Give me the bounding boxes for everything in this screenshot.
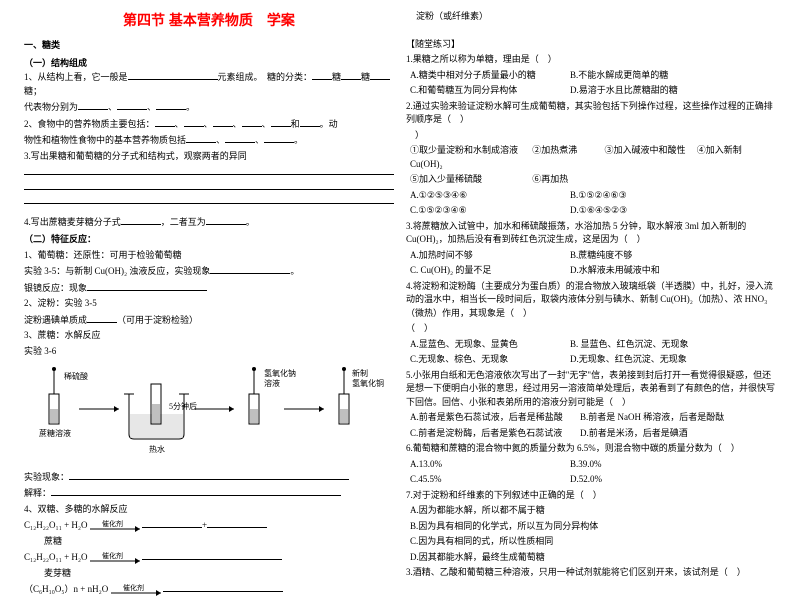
q2: 2.通过实验来验证淀粉水解可生成葡萄糖，其实验包括下列操作过程，这些操作过程的正… <box>406 100 776 127</box>
q7c: C.因为具有相同的式，所以性质相同 <box>410 535 776 549</box>
para-7b: 实验 3-6 <box>24 345 394 359</box>
q7d: D.因其都能水解，最终生成葡萄糖 <box>410 551 776 565</box>
q8: 3.酒精、乙酸和葡萄糖三种溶液，只用一种试剂就能将它们区别开来，该试剂是（ ） <box>406 566 776 580</box>
para-6b: 淀粉遇碘单质成（可用于淀粉检验） <box>24 313 394 328</box>
subsection-2-header: （二）特征反应： <box>24 233 394 247</box>
rcol-head: 淀粉（或纤维素） <box>416 10 776 24</box>
q3: 3.将蔗糖放入试管中，加水和稀硫酸振荡，水浴加热 5 分钟，取水解液 3ml 加… <box>406 220 776 247</box>
q5: 5.小张用白纸和无色溶液依次写出了一封"无字"信，表弟接到封后打开一看觉得很疑惑… <box>406 369 776 410</box>
experiment-diagram: 稀硫酸 蔗糖溶液 5分钟后 热水 氢氧化钠 溶液 <box>24 364 394 464</box>
q2-paren: ） <box>406 129 776 143</box>
page-title: 第四节 基本营养物质 学案 <box>24 10 394 31</box>
q4-opts: A.显蓝色、无现象、显黄色B. 显蓝色、红色沉淀、无现象 <box>410 338 776 352</box>
q5-opts: A.前者是紫色石蕊试液，后者是稀盐酸B.前者是 NaOH 稀溶液，后者是酚酞 <box>410 411 776 425</box>
q6-opts2: C.45.5%D.52.0% <box>410 473 776 487</box>
label-t2: 氢氧化钠 <box>264 368 296 378</box>
q7: 7.对于淀粉和纤维素的下列叙述中正确的是（ ） <box>406 489 776 503</box>
exercise-header: 【随堂练习】 <box>406 38 776 52</box>
blank-line <box>24 194 394 204</box>
q4: 4.将淀粉和淀粉酶（主要成分为蛋白质）的混合物放入玻璃纸袋（半透膜）中，扎好，浸… <box>406 280 776 321</box>
svg-text:催化剂: 催化剂 <box>102 520 123 528</box>
para-1: 1、从结构上看，它一般是元素组成。 糖的分类：糖糖糖； <box>24 70 394 98</box>
para-2: 2、食物中的营养物质主要包括：、、、、和。动 <box>24 117 394 132</box>
right-column: 淀粉（或纤维素） 【随堂练习】 1.果糖之所以称为单糖，理由是（ ） A.糖类中… <box>400 10 782 555</box>
formula-1: C₁₂H₂₂O₁₁ + H₂O 催化剂 + <box>24 518 394 533</box>
q3-opts2: C. Cu(OH)₂ 的量不足D.水解液未用碱液中和 <box>410 264 776 278</box>
svg-text:催化剂: 催化剂 <box>102 552 123 560</box>
svg-text:氢氧化铜: 氢氧化铜 <box>352 378 384 388</box>
q2-o1: ①取少量淀粉和水制成溶液 ②加热煮沸 ③加入碱液中和酸性 ④加入新制 Cu(OH… <box>410 144 776 171</box>
q7b: B.因为具有相同的化学式，所以互为同分异构体 <box>410 520 776 534</box>
q6: 6.葡萄糖和蔗糖的混合物中氮的质量分数为 6.5%，则混合物中碳的质量分数为（ … <box>406 442 776 456</box>
formula-2: C₁₂H₂₂O₁₁ + H₂O 催化剂 <box>24 550 394 565</box>
q7a: A.因为都能水解，所以都不属于糖 <box>410 504 776 518</box>
q4-opts2: C.无现象、棕色、无现象D.无现象、红色沉淀、无现象 <box>410 353 776 367</box>
para-5b: 实验 3-5：与新制 Cu(OH)₂ 浊液反应，实验现象。 <box>24 264 394 279</box>
formula-2-label: 麦芽糖 <box>44 567 394 581</box>
svg-text:溶液: 溶液 <box>264 378 280 388</box>
section-1-header: 一、糖类 <box>24 39 394 53</box>
svg-text:催化剂: 催化剂 <box>123 584 144 592</box>
para-5: 1、葡萄糖：还原性：可用于检验葡萄糖 <box>24 249 394 263</box>
para-3: 3.写出果糖和葡萄糖的分子式和结构式，观察两者的异同 <box>24 150 394 164</box>
label-t1: 稀硫酸 <box>64 371 88 381</box>
para-7: 3、蔗糖：水解反应 <box>24 329 394 343</box>
para-6: 2、淀粉：实验 3-5 <box>24 297 394 311</box>
para-4: 4.写出蔗糖麦芽糖分子式，二者互为。 <box>24 215 394 230</box>
q2-ans2: C.①⑤②③④⑥D.①⑥④⑤②③ <box>410 204 776 218</box>
formula-3: （C₆H₁₀O₅）n + nH₂O 催化剂 <box>24 582 394 597</box>
blank-line <box>24 165 394 175</box>
q6-opts: A.13.0%B.39.0% <box>410 458 776 472</box>
q2-o2: ⑤加入少量稀硫酸 ⑥再加热 <box>410 173 776 187</box>
q5-opts2: C.前者是淀粉酶，后者是紫色石蕊试液D.前者是米汤，后者是碘酒 <box>410 427 776 441</box>
para-9: 解释： <box>24 486 394 501</box>
label-b2: 热水 <box>149 444 165 454</box>
q3-opts: A.加热时间不够B.蔗糖纯度不够 <box>410 249 776 263</box>
blank-line <box>24 180 394 190</box>
label-mid: 5分钟后 <box>169 401 197 411</box>
formula-1-label: 蔗糖 <box>44 535 394 549</box>
para-2b: 物性和植物性食物中的基本营养物质包括、、。 <box>24 133 394 148</box>
para-8: 实验现象： <box>24 470 394 485</box>
label-t3: 新制 <box>352 368 368 378</box>
subsection-1-header: （一）结构组成 <box>24 57 394 71</box>
q1-opts: A.糖类中相对分子质量最小的糖B.不能水解成更简单的糖 <box>410 69 776 83</box>
para-10: 4、双糖、多糖的水解反应 <box>24 503 394 517</box>
para-1b: 代表物分别为、、。 <box>24 100 394 115</box>
left-column: 第四节 基本营养物质 学案 一、糖类 （一）结构组成 1、从结构上看，它一般是元… <box>18 10 400 555</box>
label-b1: 蔗糖溶液 <box>39 428 71 438</box>
q2-ans: A.①②⑤③④⑥B.①⑤②④⑥③ <box>410 189 776 203</box>
para-5c: 银镜反应：现象 <box>24 281 394 296</box>
q1: 1.果糖之所以称为单糖，理由是（ ） <box>406 53 776 67</box>
q4-paren: （ ） <box>406 322 776 336</box>
q1-opts2: C.和葡萄糖互为同分异构体D.易溶于水且比蔗糖甜的糖 <box>410 84 776 98</box>
